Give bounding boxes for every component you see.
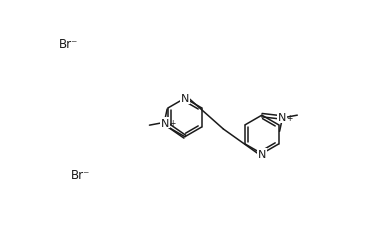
- Text: N: N: [160, 118, 169, 128]
- Text: +: +: [286, 113, 293, 122]
- Text: N: N: [181, 94, 189, 104]
- Text: N: N: [278, 113, 286, 123]
- Text: +: +: [170, 119, 176, 128]
- Text: Br⁻: Br⁻: [71, 168, 90, 181]
- Text: Br⁻: Br⁻: [58, 38, 78, 51]
- Text: N: N: [258, 149, 266, 159]
